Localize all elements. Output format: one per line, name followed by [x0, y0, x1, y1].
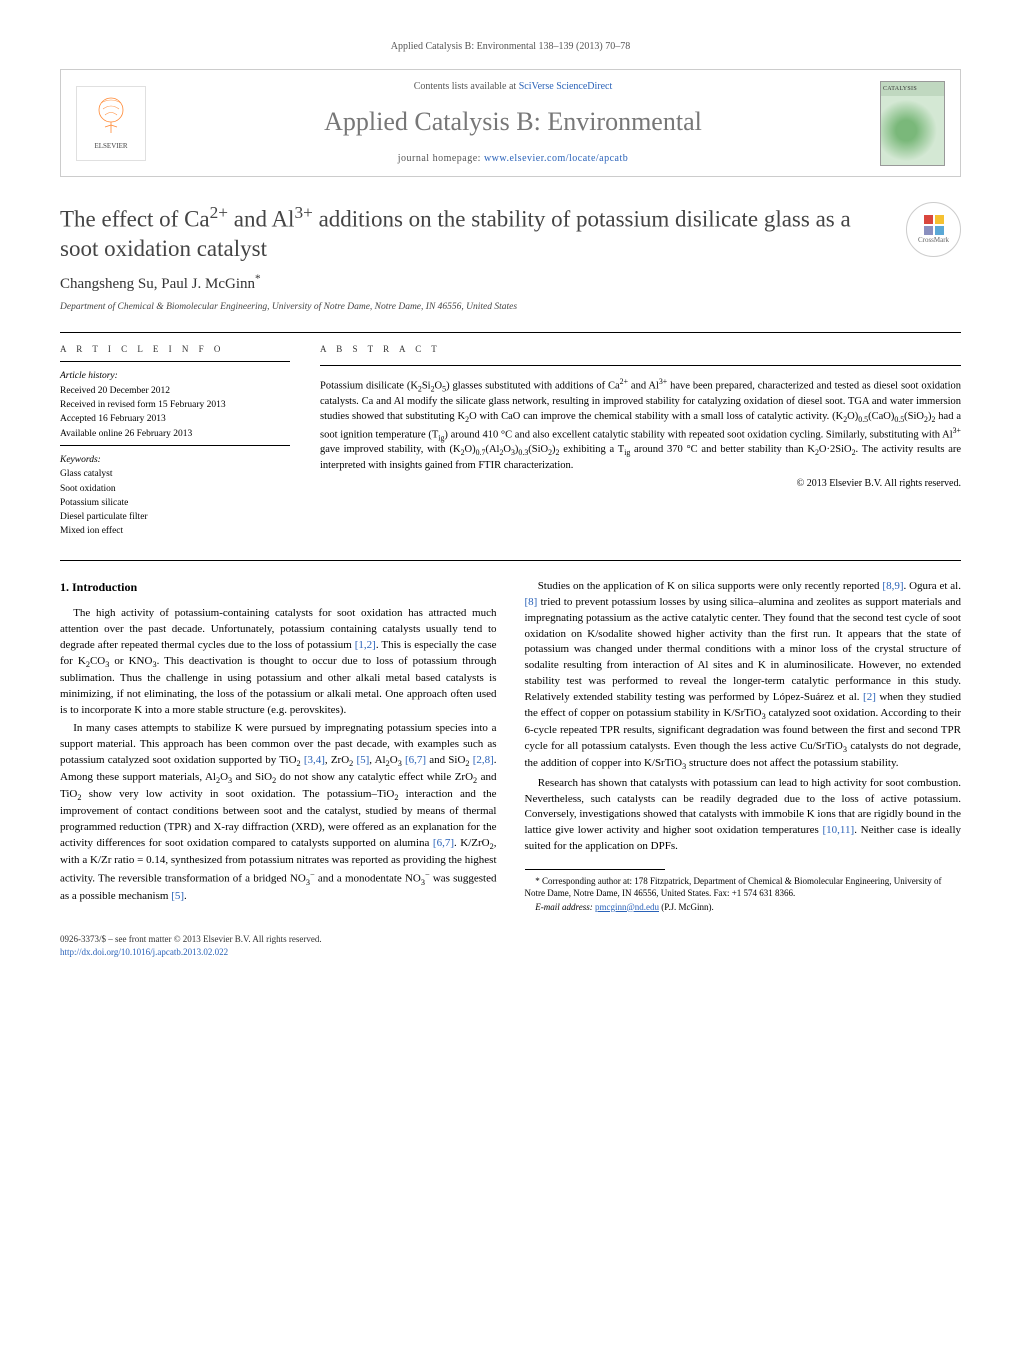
header-center: Contents lists available at SciVerse Sci…: [161, 80, 865, 166]
rule-top: [60, 332, 961, 333]
footnote-separator: [525, 869, 665, 870]
abstract-text: Potassium disilicate (K2Si2O5) glasses s…: [320, 376, 961, 473]
contents-available-line: Contents lists available at SciVerse Sci…: [161, 80, 865, 94]
elsevier-logo: ELSEVIER: [76, 86, 146, 161]
history-line: Available online 26 February 2013: [60, 428, 290, 441]
bottom-metadata: 0926-3373/$ – see front matter © 2013 El…: [60, 933, 961, 958]
keyword: Mixed ion effect: [60, 525, 290, 538]
history-line: Accepted 16 February 2013: [60, 413, 290, 426]
abstract-rule: [320, 365, 961, 366]
email-label: E-mail address:: [535, 902, 595, 912]
keyword: Diesel particulate filter: [60, 511, 290, 524]
corresponding-author-footnote: * Corresponding author at: 178 Fitzpatri…: [525, 876, 962, 899]
article-info-column: a r t i c l e i n f o Article history: R…: [60, 343, 290, 540]
crossmark-badge[interactable]: CrossMark: [906, 202, 961, 257]
elsevier-label: ELSEVIER: [94, 142, 127, 152]
rule-mid: [60, 560, 961, 561]
crossmark-label: CrossMark: [918, 236, 949, 246]
affiliation: Department of Chemical & Biomolecular En…: [60, 301, 961, 314]
cover-leaf-icon: [881, 96, 944, 165]
body-paragraph: Studies on the application of K on silic…: [525, 579, 962, 774]
abstract-label: a b s t r a c t: [320, 343, 961, 356]
journal-title: Applied Catalysis B: Environmental: [161, 104, 865, 140]
cover-title-band: CATALYSIS: [881, 82, 944, 96]
journal-header-box: ELSEVIER Contents lists available at Sci…: [60, 69, 961, 177]
doi-link[interactable]: http://dx.doi.org/10.1016/j.apcatb.2013.…: [60, 947, 228, 957]
keyword: Soot oxidation: [60, 483, 290, 496]
journal-homepage-line: journal homepage: www.elsevier.com/locat…: [161, 152, 865, 166]
contents-prefix: Contents lists available at: [414, 81, 519, 92]
running-header: Applied Catalysis B: Environmental 138–1…: [60, 40, 961, 54]
body-paragraph: Research has shown that catalysts with p…: [525, 776, 962, 856]
sciencedirect-link[interactable]: SciVerse ScienceDirect: [519, 81, 613, 92]
keywords-label: Keywords:: [60, 454, 290, 467]
history-line: Received in revised form 15 February 201…: [60, 399, 290, 412]
corresponding-marker: *: [255, 273, 261, 285]
authors-text: Changsheng Su, Paul J. McGinn: [60, 276, 255, 292]
article-title: The effect of Ca2+ and Al3+ additions on…: [60, 202, 886, 263]
author-list: Changsheng Su, Paul J. McGinn*: [60, 272, 961, 295]
history-label: Article history:: [60, 370, 290, 383]
body-two-column: 1. Introduction The high activity of pot…: [60, 579, 961, 914]
info-abstract-row: a r t i c l e i n f o Article history: R…: [60, 343, 961, 540]
issn-copyright-line: 0926-3373/$ – see front matter © 2013 El…: [60, 933, 961, 946]
abstract-copyright: © 2013 Elsevier B.V. All rights reserved…: [320, 477, 961, 491]
body-paragraph: In many cases attempts to stabilize K we…: [60, 721, 497, 905]
abstract-column: a b s t r a c t Potassium disilicate (K2…: [320, 343, 961, 540]
author-email-link[interactable]: pmcginn@nd.edu: [595, 902, 659, 912]
keyword: Potassium silicate: [60, 497, 290, 510]
email-suffix: (P.J. McGinn).: [659, 902, 714, 912]
keyword: Glass catalyst: [60, 468, 290, 481]
body-paragraph: The high activity of potassium-containin…: [60, 606, 497, 719]
homepage-prefix: journal homepage:: [398, 153, 484, 164]
history-line: Received 20 December 2012: [60, 385, 290, 398]
info-rule-1: [60, 361, 290, 362]
info-rule-2: [60, 445, 290, 446]
elsevier-tree-icon: [91, 95, 131, 140]
journal-cover-thumbnail: CATALYSIS: [880, 81, 945, 166]
journal-homepage-link[interactable]: www.elsevier.com/locate/apcatb: [484, 153, 628, 164]
section-heading-introduction: 1. Introduction: [60, 579, 497, 596]
crossmark-icon: [923, 214, 945, 236]
title-row: The effect of Ca2+ and Al3+ additions on…: [60, 202, 961, 263]
article-info-label: a r t i c l e i n f o: [60, 343, 290, 356]
email-footnote: E-mail address: pmcginn@nd.edu (P.J. McG…: [525, 902, 962, 914]
